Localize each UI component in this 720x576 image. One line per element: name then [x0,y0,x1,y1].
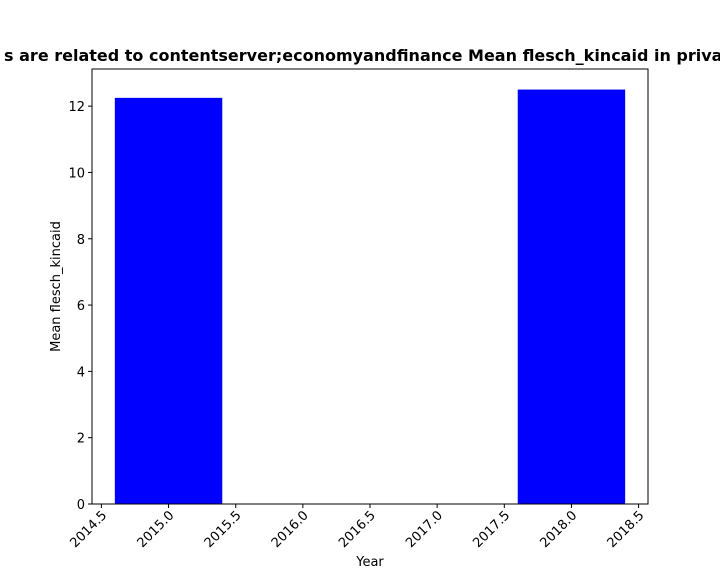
x-tick-label: 2017.0 [403,508,446,551]
y-tick-label: 0 [77,498,85,513]
x-tick-label: 2016.5 [336,508,379,551]
y-axis-label: Mean flesch_kincaid [49,221,64,352]
bars-group [114,89,626,505]
x-axis-ticks: 2014.5 2015.0 2015.5 2016.0 2016.5 2017.0 2017… [67,504,647,551]
y-tick-label: 6 [77,299,85,314]
y-tick-label: 12 [68,100,85,115]
x-tick-label: 2016.0 [269,508,312,551]
bar-2015 [114,97,223,504]
x-tick-label: 2015.0 [135,508,178,551]
x-tick-label: 2017.5 [470,508,513,551]
y-tick-label: 8 [77,233,85,248]
chart-title: s are related to contentserver;economyan… [4,46,720,65]
y-tick-label: 10 [68,166,85,181]
y-axis-ticks: 0 2 4 6 8 10 12 [68,100,92,513]
x-tick-label: 2014.5 [67,508,110,551]
bar-2018 [517,89,626,505]
x-tick-label: 2018.0 [537,508,580,551]
x-tick-label: 2015.5 [202,508,245,551]
y-tick-label: 2 [77,432,85,447]
y-tick-label: 4 [77,365,85,380]
x-axis-label: Year [355,555,384,570]
x-tick-label: 2018.5 [605,508,648,551]
